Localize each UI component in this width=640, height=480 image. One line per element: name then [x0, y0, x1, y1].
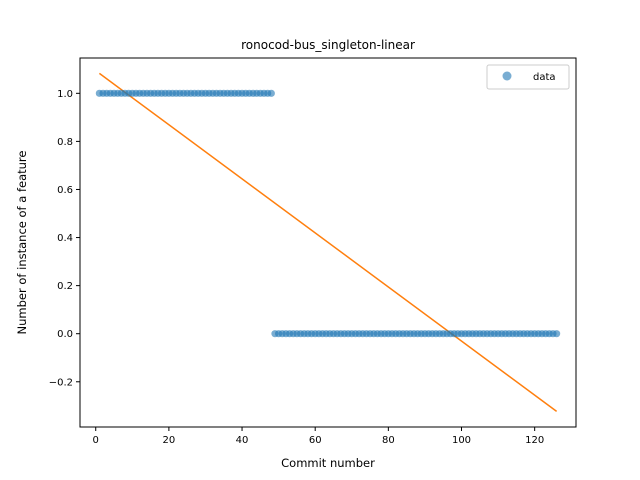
legend-box	[486, 64, 570, 90]
y-axis-label: Number of instance of a feature	[15, 151, 29, 335]
x-tick-label: 60	[309, 435, 322, 446]
chart-title: ronocod-bus_singleton-linear	[241, 38, 415, 52]
x-axis-label: Commit number	[281, 456, 375, 470]
plot-frame	[79, 57, 577, 428]
axis-ticks: 0 20 40 60 80 100 120 −0.2 0.0 0.2 0.4 0.6 0.8 1.0	[49, 89, 545, 446]
y-tick-label: 1.0	[57, 89, 73, 100]
y-tick-label: 0.2	[57, 281, 73, 292]
x-tick-label: 20	[163, 435, 176, 446]
legend-label-data: data	[533, 72, 556, 83]
y-tick-label: 0.8	[57, 137, 73, 148]
y-tick-label: −0.2	[49, 377, 73, 388]
fit-line	[98, 72, 558, 412]
data-point	[267, 89, 275, 97]
y-tick-label: 0.6	[57, 185, 73, 196]
x-tick-label: 80	[382, 435, 395, 446]
fit-line-layer	[98, 72, 558, 412]
legend: data	[486, 64, 570, 90]
x-tick-label: 120	[525, 435, 544, 446]
data-points-layer	[95, 89, 561, 338]
x-tick-label: 40	[236, 435, 249, 446]
legend-marker-data	[502, 71, 512, 81]
y-tick-label: 0.4	[57, 233, 73, 244]
data-point	[553, 330, 561, 338]
x-tick-label: 0	[93, 435, 99, 446]
x-tick-label: 100	[452, 435, 471, 446]
y-tick-label: 0.0	[57, 329, 73, 340]
